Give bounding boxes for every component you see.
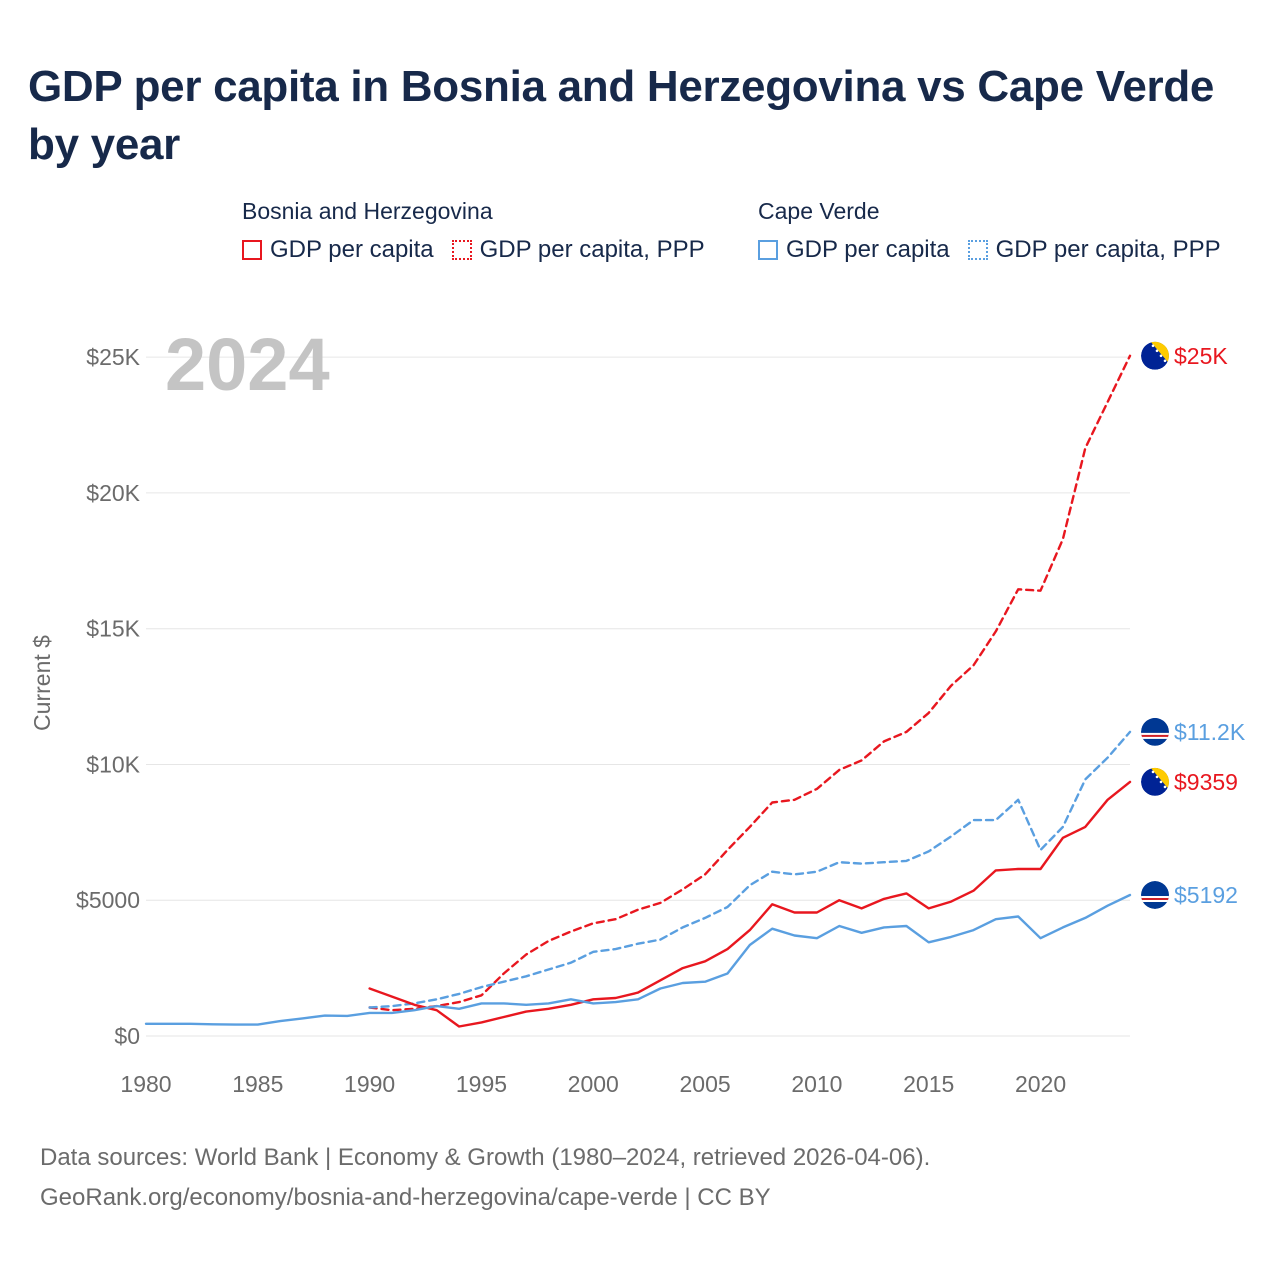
source-note: Data sources: World Bank | Economy & Gro… <box>40 1138 930 1218</box>
flag-background <box>1141 881 1169 909</box>
legend-item-bosnia-gdp-ppp[interactable]: GDP per capita, PPP <box>451 236 705 264</box>
legend-item-cape-verde-gdp-ppp[interactable]: GDP per capita, PPP <box>967 236 1221 264</box>
legend-swatch-dotted <box>451 240 472 260</box>
legend-group-name: Bosnia and Herzegovina <box>242 198 493 224</box>
legend-group-name: Cape Verde <box>758 198 880 224</box>
flag-star <box>1163 359 1167 363</box>
year-label: 2024 <box>165 323 330 406</box>
bosnia-flag-icon <box>1141 341 1169 370</box>
flag-band-red <box>1141 898 1169 900</box>
x-tick-label: 1980 <box>120 1071 171 1097</box>
x-tick-label: 2000 <box>568 1071 619 1097</box>
y-tick-label: $15K <box>86 616 140 642</box>
source-line-1: Data sources: World Bank | Economy & Gro… <box>40 1144 931 1171</box>
flag-star <box>1151 770 1155 774</box>
legend-swatch-solid <box>242 240 262 260</box>
x-tick-label: 2005 <box>680 1071 731 1097</box>
series-line-0 <box>368 354 1132 1012</box>
flag-star <box>1163 785 1167 789</box>
x-tick-label: 1995 <box>456 1071 507 1097</box>
x-tick-label: 1990 <box>344 1071 395 1097</box>
x-tick-label: 2015 <box>903 1071 954 1097</box>
series-line-3 <box>144 893 1132 1026</box>
flag-band-red <box>1141 734 1169 737</box>
legend-group-bosnia: Bosnia and Herzegovina GDP per capita GD… <box>242 196 723 264</box>
series-line-2 <box>368 780 1132 1028</box>
end-value-label: $25K <box>1174 343 1228 369</box>
legend-item-bosnia-gdp[interactable]: GDP per capita <box>242 236 434 264</box>
y-axis-label: Current $ <box>29 635 55 731</box>
legend-group-cape-verde: Cape Verde GDP per capita GDP per capita… <box>758 196 1239 264</box>
x-tick-label: 1985 <box>232 1071 283 1097</box>
flag-marker <box>1141 767 1169 796</box>
legend-item-cape-verde-gdp[interactable]: GDP per capita <box>758 236 950 264</box>
bosnia-flag-icon <box>1141 767 1169 796</box>
flag-star <box>1159 780 1163 784</box>
end-value-label: $5192 <box>1174 882 1238 908</box>
legend-label: GDP per capita <box>270 236 434 263</box>
legend-swatch-solid <box>758 240 778 260</box>
x-tick-label: 2020 <box>1015 1071 1066 1097</box>
cape-verde-flag-icon <box>1141 881 1169 909</box>
chart-title: GDP per capita in Bosnia and Herzegovina… <box>28 62 1215 169</box>
flag-star <box>1159 354 1163 358</box>
flag-star <box>1155 349 1159 353</box>
flag-marker <box>1141 717 1169 746</box>
y-tick-label: $0 <box>114 1023 140 1049</box>
flag-marker <box>1141 341 1169 370</box>
cape-verde-flag-icon <box>1141 717 1169 746</box>
legend-label: GDP per capita <box>786 236 950 263</box>
y-tick-label: $20K <box>86 480 140 506</box>
y-tick-label: $5000 <box>76 887 140 913</box>
end-value-label: $11.2K <box>1174 719 1246 745</box>
legend-label: GDP per capita, PPP <box>479 236 705 263</box>
flag-star <box>1167 790 1169 794</box>
flag-star <box>1167 364 1169 368</box>
x-tick-label: 2010 <box>791 1071 842 1097</box>
flag-background <box>1141 717 1169 746</box>
flag-star <box>1151 344 1155 348</box>
legend-swatch-dotted <box>967 240 988 260</box>
flag-marker <box>1141 881 1169 909</box>
legend-label: GDP per capita, PPP <box>995 236 1221 263</box>
y-tick-label: $25K <box>86 344 140 370</box>
y-tick-label: $10K <box>86 751 140 777</box>
flag-star <box>1155 775 1159 779</box>
end-value-label: $9359 <box>1174 769 1238 795</box>
source-line-2: GeoRank.org/economy/bosnia-and-herzegovi… <box>40 1184 771 1211</box>
series-line-1 <box>368 730 1132 1009</box>
